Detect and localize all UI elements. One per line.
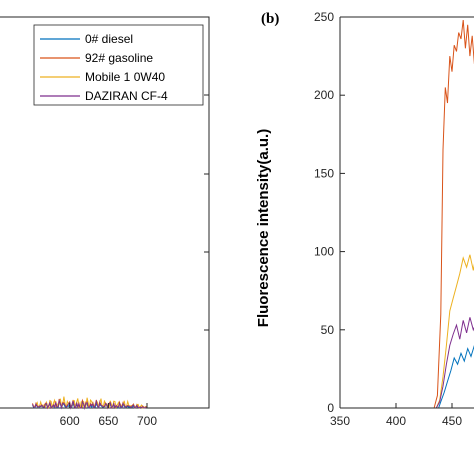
- panel-b-line-0-diesel: [340, 345, 474, 409]
- panel-b-x-tick-label: 350: [330, 414, 350, 428]
- panel-b-y-axis-label: Fluorescence intensity(a.u.): [255, 129, 272, 327]
- legend-label: 92# gasoline: [85, 51, 153, 65]
- legend-entry-92-gasoline: 92# gasoline: [40, 51, 153, 65]
- panel-b-y-tick-label: 250: [314, 10, 334, 24]
- panel-b-y-tick-label: 150: [314, 166, 334, 180]
- panel-b-line-mobile-1-0w40: [340, 254, 474, 409]
- panel-a-y-axis-right-ticks: [204, 16, 209, 409]
- legend-entry-mobile-1-0w40: Mobile 1 0W40: [40, 70, 165, 84]
- panel-a-x-tick-label: 700: [137, 414, 157, 428]
- legend-entry-0-diesel: 0# diesel: [40, 32, 133, 46]
- panel-a-x-tick-label: 650: [98, 414, 118, 428]
- legend-label: 0# diesel: [85, 32, 133, 46]
- legend-box: [33, 24, 204, 106]
- panel-b-line-daziran-cf-4: [340, 317, 474, 409]
- legend-label: Mobile 1 0W40: [85, 70, 165, 84]
- panel-b-x-tick-label: 450: [442, 414, 462, 428]
- panel-a-line-daziran-cf-4: [32, 399, 147, 410]
- panel-b-y-tick-label: 50: [321, 323, 335, 337]
- panel-b-y-tick-label: 100: [314, 245, 334, 259]
- legend: 0# diesel 92# gasoline Mobile 1 0W40 DAZIRA…: [33, 24, 204, 106]
- panel-a: 600 650 700 0# diesel 92# gasoline Mobile 1 …: [0, 16, 210, 428]
- panel-b-series-92-gasoline: [340, 20, 474, 409]
- panel-b-y-tick-label: 0: [327, 401, 334, 415]
- panel-a-plot-frame: [0, 16, 210, 409]
- panel-b-y-axis: 0 50 100 150 200 250: [314, 10, 345, 415]
- panel-a-series-group: [32, 396, 147, 410]
- panel-b-line-92-gasoline: [340, 20, 474, 409]
- legend-entries: 0# diesel 92# gasoline Mobile 1 0W40 DAZIRA…: [40, 32, 168, 103]
- legend-label: DAZIRAN CF-4: [85, 89, 168, 103]
- legend-entry-daziran-cf-4: DAZIRAN CF-4: [40, 89, 168, 103]
- panel-b-x-axis: 350 400 450: [330, 403, 462, 428]
- panel-b-y-tick-label: 200: [314, 88, 334, 102]
- panel-b-series-0-diesel: [340, 345, 474, 409]
- panel-b-series-mobile-1-0w40: [340, 254, 474, 409]
- panel-b-series-group: [340, 20, 474, 409]
- panel-b: (b) Fluorescence intensity(a.u.) 0 50 100 1…: [255, 10, 474, 428]
- panel-b-x-tick-label: 400: [386, 414, 406, 428]
- panel-a-x-tick-label: 600: [60, 414, 80, 428]
- panel-a-x-axis: 600 650 700: [60, 403, 157, 428]
- panel-a-series-daziran-cf-4: [32, 399, 147, 410]
- panel-b-series-daziran-cf-4: [340, 317, 474, 409]
- panel-b-label: (b): [261, 11, 279, 27]
